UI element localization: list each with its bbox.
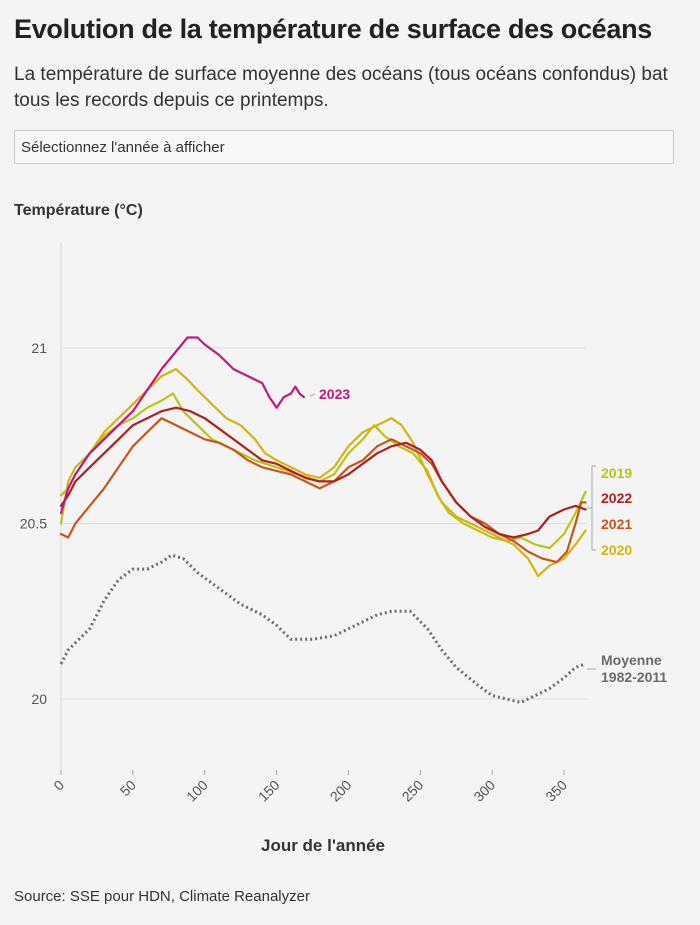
x-tick-label: 350 — [542, 777, 570, 805]
x-axis-title: Jour de l'année — [261, 836, 385, 855]
series-label: 2020 — [601, 542, 632, 558]
series-label: Moyenne — [601, 652, 662, 668]
x-tick-label: 250 — [399, 777, 427, 805]
grid-lines — [61, 347, 587, 700]
series-line-2023 — [59, 336, 305, 515]
series-label: 2019 — [601, 465, 632, 481]
series-label: 1982-2011 — [601, 669, 667, 685]
x-tick-label: 200 — [327, 777, 355, 805]
x-tick-label: 100 — [183, 777, 211, 805]
chart-subtitle: La température de surface moyenne des oc… — [14, 64, 668, 111]
series-line-moyenne-1982-2011 — [59, 553, 587, 704]
year-select[interactable]: Sélectionnez l'année à afficher — [14, 130, 674, 164]
label-bracket — [591, 465, 596, 551]
series-lines — [59, 336, 587, 704]
series-label: 2022 — [601, 490, 632, 506]
label-connector — [309, 393, 316, 397]
series-line-2020 — [59, 368, 587, 578]
y-tick-label: 20.5 — [20, 516, 47, 532]
y-tick-label: 20 — [31, 691, 47, 707]
x-tick-label: 300 — [470, 777, 498, 805]
y-axis-title: Température (°C) — [14, 202, 143, 219]
x-tick-label: 0 — [50, 777, 67, 794]
y-tick-label: 21 — [31, 340, 47, 356]
x-tick-label: 50 — [117, 777, 139, 799]
chart-title: Evolution de la température de surface d… — [14, 14, 653, 44]
series-line-2019 — [59, 392, 587, 550]
series-label: 2023 — [319, 386, 350, 402]
series-label: 2021 — [601, 516, 632, 532]
source-note: Source: SSE pour HDN, Climate Reanalyzer — [14, 888, 310, 905]
series-line-2022 — [59, 406, 587, 539]
x-tick-label: 150 — [255, 777, 283, 805]
